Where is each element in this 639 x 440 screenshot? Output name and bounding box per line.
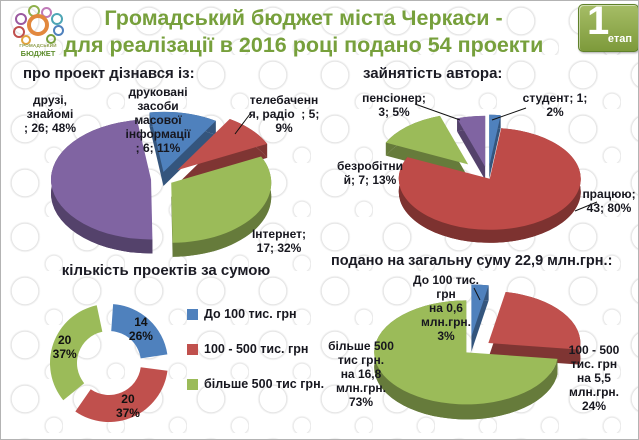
employment-slice-2 — [385, 115, 469, 165]
chart-title-sums: подано на загальну суму 22,9 млн.грн.: — [331, 253, 613, 269]
logo-circle — [13, 26, 25, 38]
sources-slice-3 — [51, 120, 153, 240]
employment-slice-1 — [398, 128, 581, 230]
stage-badge: 1 етап — [578, 1, 638, 52]
slide-title-line2: для реалізації в 2016 році подано 54 про… — [63, 33, 544, 57]
slide-title-line1: Громадський бюджет міста Черкаси - — [104, 6, 503, 30]
chart-title-employment: зайнятість автора: — [363, 65, 503, 82]
sources-slice-rim-2 — [172, 156, 272, 257]
logo-circle — [53, 25, 64, 36]
employment-leader-line-2 — [574, 201, 598, 212]
sums-leader-line-0 — [473, 287, 481, 301]
sums-slice-0 — [471, 284, 489, 337]
slide-title: Громадський бюджет міста Черкаси - для р… — [46, 5, 561, 59]
chart-title-amounts: кількість проектів за сумою — [61, 262, 271, 279]
logo-circle — [46, 34, 56, 44]
sources-slice-0 — [149, 111, 216, 172]
legend-swatch-red — [187, 343, 198, 355]
logo-circle — [15, 13, 27, 25]
amounts-legend: До 100 тис. грн 100 - 500 тис. грн більш… — [187, 307, 324, 412]
employment-leader-line-0 — [414, 103, 461, 121]
logo-text-line2: БЮДЖЕТ — [20, 49, 56, 58]
legend-label: більше 500 тис грн. — [204, 377, 325, 391]
amounts-segment-1 — [75, 367, 168, 422]
sums-slice-1 — [488, 291, 581, 350]
legend-swatch-blue — [187, 308, 198, 320]
logo-circle — [21, 35, 31, 45]
employment-leader-line-1 — [491, 107, 527, 121]
logo-circle — [51, 13, 63, 25]
legend-item: 100 - 500 тис. грн — [187, 342, 324, 356]
employment-slice-0 — [489, 114, 501, 166]
sums-slice-2 — [374, 300, 558, 405]
employment-slice-3 — [457, 115, 486, 167]
legend-item: більше 500 тис грн. — [187, 377, 324, 391]
legend-label: 100 - 500 тис. грн — [204, 342, 309, 356]
city-budget-logo: ГРОМАДСЬКИЙ БЮДЖЕТ — [10, 5, 66, 59]
logo-circle — [27, 14, 49, 36]
legend-item: До 100 тис. грн — [187, 307, 324, 321]
sources-slice-1 — [177, 119, 268, 171]
amounts-segment-2 — [50, 305, 103, 401]
sources-leader-line-0 — [234, 113, 251, 135]
legend-swatch-green — [187, 378, 198, 390]
sources-slice-2 — [171, 156, 272, 243]
stage-label: етап — [607, 33, 632, 45]
amounts-segment-0 — [111, 304, 168, 359]
stage-number: 1 — [587, 0, 610, 43]
logo-circle — [41, 7, 52, 18]
chart-title-sources: про проект дізнався із: — [23, 65, 195, 82]
logo-text-line1: ГРОМАДСЬКИЙ — [19, 43, 57, 48]
legend-label: До 100 тис. грн — [204, 307, 297, 321]
